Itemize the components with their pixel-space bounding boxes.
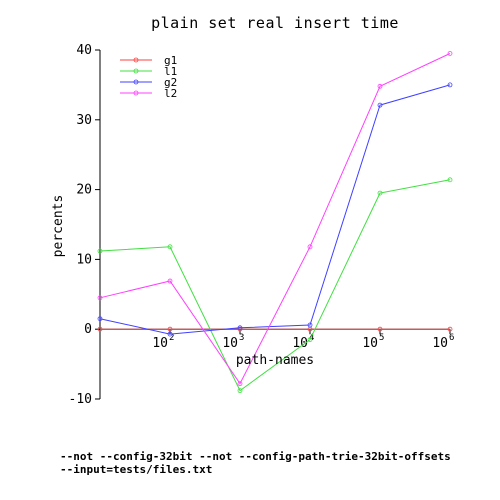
data-point-l1: [167, 244, 173, 250]
chart-title: plain set real insert time: [151, 14, 399, 32]
data-point-g1: [447, 326, 453, 332]
y-tick-label: 0: [84, 322, 92, 337]
data-point-l1: [237, 388, 243, 394]
data-point-g2: [377, 102, 383, 108]
x-tick-label: 10: [362, 336, 378, 351]
legend-label-l1: l1: [164, 65, 177, 78]
x-tick-label: 10: [292, 336, 308, 351]
data-point-l2: [97, 295, 103, 301]
legend-marker-g2: [133, 79, 139, 85]
legend-marker-l2: [133, 90, 139, 96]
y-tick-label: 20: [76, 183, 92, 198]
y-tick-label: 40: [76, 43, 92, 58]
data-point-l2: [237, 381, 243, 387]
series-lines: [97, 51, 453, 394]
data-point-g2: [447, 82, 453, 88]
y-tick-label: 10: [76, 252, 92, 267]
legend-label-l2: l2: [164, 87, 177, 100]
data-point-g1: [167, 326, 173, 332]
data-point-l2: [377, 83, 383, 89]
data-point-l1: [97, 248, 103, 254]
x-tick-exponent: 3: [239, 333, 244, 343]
data-point-l1: [447, 177, 453, 183]
data-point-l1: [307, 337, 313, 343]
series-line-l1: [99, 179, 451, 392]
series-line-g2: [99, 84, 451, 335]
legend-marker-l1: [133, 68, 139, 74]
data-point-g2: [237, 325, 243, 331]
x-tick-label: 10: [222, 336, 238, 351]
data-point-g2: [307, 322, 313, 328]
data-point-g1: [377, 326, 383, 332]
data-point-l2: [167, 278, 173, 284]
series-line-l2: [99, 53, 451, 385]
x-tick-exponent: 6: [449, 333, 454, 343]
data-point-g1: [237, 326, 243, 332]
data-point-l2: [307, 244, 313, 250]
x-tick-label: 10: [432, 336, 448, 351]
data-point-l2: [447, 51, 453, 56]
legend-marker-g1: [133, 57, 139, 63]
y-tick-label: -10: [69, 392, 92, 407]
x-tick-exponent: 5: [379, 333, 384, 343]
x-tick-exponent: 2: [169, 333, 174, 343]
data-point-g2: [167, 331, 173, 337]
footnote-line-2: --input=tests/files.txt: [60, 463, 213, 476]
data-point-l1: [377, 190, 383, 196]
y-axis-label: percents: [51, 195, 66, 258]
legend-label-g2: g2: [164, 76, 177, 89]
data-point-g1: [97, 326, 103, 332]
y-tick-label: 30: [76, 113, 92, 128]
x-tick-label: 10: [152, 336, 168, 351]
x-axis-label: path-names: [236, 353, 314, 368]
legend-label-g1: g1: [164, 54, 177, 67]
data-point-g2: [97, 316, 103, 322]
footnote-line-1: --not --config-32bit --not --config-path…: [60, 450, 451, 463]
